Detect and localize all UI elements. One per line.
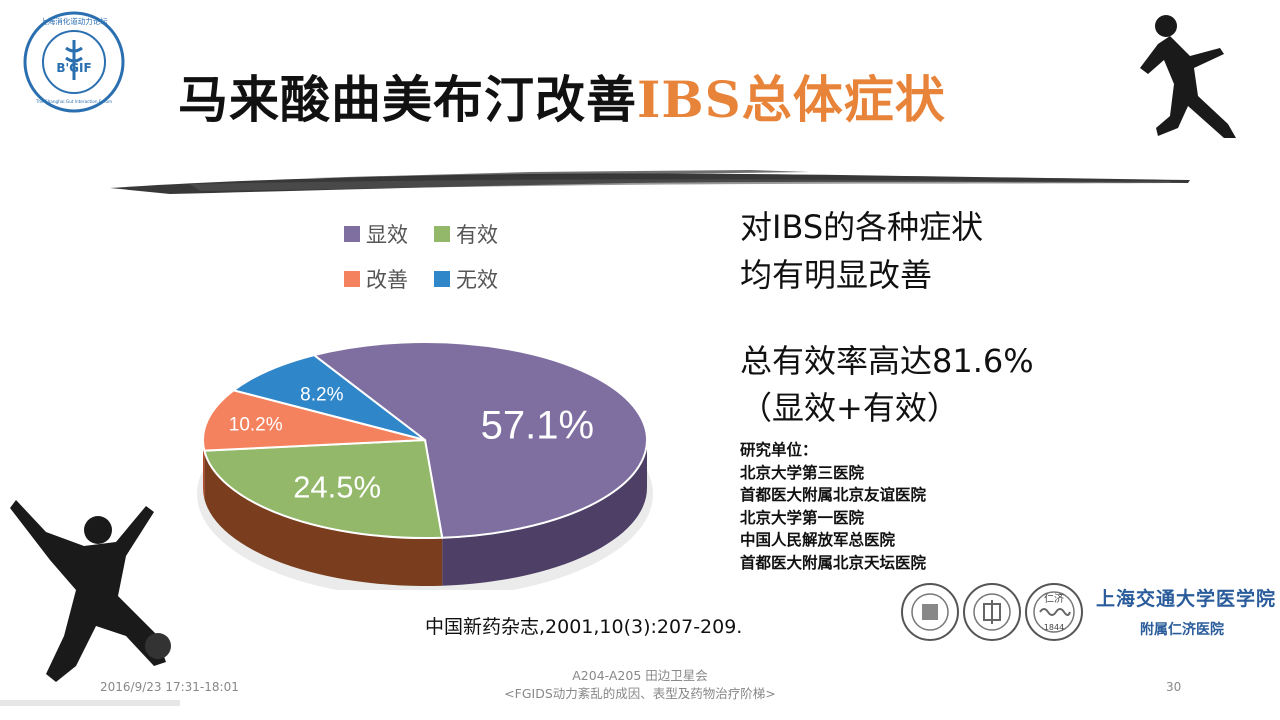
research-unit: 北京大学第三医院 xyxy=(740,462,865,482)
footer-date: 2016/9/23 17:31-18:01 xyxy=(100,680,239,694)
citation: 中国新药杂志,2001,10(3):207-209. xyxy=(425,616,743,638)
seal-year: 1844 xyxy=(1044,623,1064,632)
side-text-line2: 均有明显改善 xyxy=(740,256,933,294)
legend-item: 改善 xyxy=(344,268,408,292)
side-text-line1: 对IBS的各种症状 xyxy=(740,208,984,246)
page-number: 30 xyxy=(1166,680,1182,694)
legend-item: 有效 xyxy=(434,223,498,247)
forum-logo: B'GIF 上海消化道动力论坛 The Shanghai Gut Interac… xyxy=(23,11,125,113)
pie-slice xyxy=(311,341,648,539)
research-unit: 北京大学第一医院 xyxy=(740,507,865,527)
title-highlight: IBS总体症状 xyxy=(637,70,946,129)
runner-silhouette xyxy=(1140,15,1236,138)
pie-slice-side xyxy=(204,450,443,586)
pie-slice xyxy=(203,438,444,539)
side-text-line4: （显效+有效） xyxy=(740,389,959,427)
seal-text: 仁济 xyxy=(1044,592,1064,605)
legend-swatch xyxy=(344,226,360,242)
research-unit: 首都医大附属北京天坛医院 xyxy=(740,552,927,572)
bottom-strip xyxy=(0,700,180,706)
pie-slice xyxy=(202,389,426,452)
logo-center-text: B'GIF xyxy=(56,61,91,75)
legend-swatch xyxy=(344,271,360,287)
side-text-line3: 总有效率高达81.6% xyxy=(740,342,1034,380)
research-heading: 研究单位： xyxy=(740,440,818,459)
institution-sub: 附属仁济医院 xyxy=(1140,622,1224,638)
institution-name: 上海交通大学医学院 xyxy=(1096,588,1277,610)
pie-data-label: 24.5% xyxy=(293,470,381,505)
pie-data-label: 57.1% xyxy=(481,404,594,448)
pie-slice-side xyxy=(442,440,647,586)
institution-seals: 仁济 1844 xyxy=(901,583,1083,641)
pie-slice-side xyxy=(203,440,205,499)
kicker-silhouette xyxy=(10,500,171,682)
footer-topic: <FGIDS动力紊乱的成因、表型及药物治疗阶梯> xyxy=(504,686,776,701)
logo-sub-text: The Shanghai Gut Interaction Forum xyxy=(35,99,112,104)
brush-stroke-divider xyxy=(110,170,1190,194)
title-main: 马来酸曲美布汀改善 xyxy=(178,70,637,129)
legend-label: 显效 xyxy=(366,223,408,247)
pie-slice xyxy=(231,354,426,441)
footer-session: A204-A205 田边卫星会 xyxy=(572,668,708,683)
research-unit: 中国人民解放军总医院 xyxy=(740,530,896,549)
seal-icon xyxy=(963,583,1021,641)
research-units: 研究单位： 北京大学第三医院 首都医大附属北京友谊医院 北京大学第一医院 中国人… xyxy=(740,439,926,574)
research-unit: 首都医大附属北京友谊医院 xyxy=(740,485,927,504)
slide-title: 马来酸曲美布汀改善IBS总体症状 xyxy=(178,60,1078,140)
pie-plot-area: 57.1% 24.5% 10.2% 8.2% xyxy=(197,341,653,590)
legend-label: 改善 xyxy=(366,268,408,292)
seal-icon xyxy=(901,583,959,641)
legend-item: 显效 xyxy=(344,223,408,247)
logo-ring-text: 上海消化道动力论坛 xyxy=(40,16,108,26)
pie-data-label: 10.2% xyxy=(229,415,283,436)
pie-data-label: 8.2% xyxy=(300,385,343,406)
legend-item: 无效 xyxy=(434,268,498,292)
legend-label: 无效 xyxy=(456,268,498,292)
legend-swatch xyxy=(434,226,450,242)
legend-label: 有效 xyxy=(456,223,498,247)
renji-seal-icon: 仁济 1844 xyxy=(1025,583,1083,641)
pie-sides xyxy=(203,440,647,586)
legend-swatch xyxy=(434,271,450,287)
footer-center: A204-A205 田边卫星会 <FGIDS动力紊乱的成因、表型及药物治疗阶梯> xyxy=(440,667,840,703)
